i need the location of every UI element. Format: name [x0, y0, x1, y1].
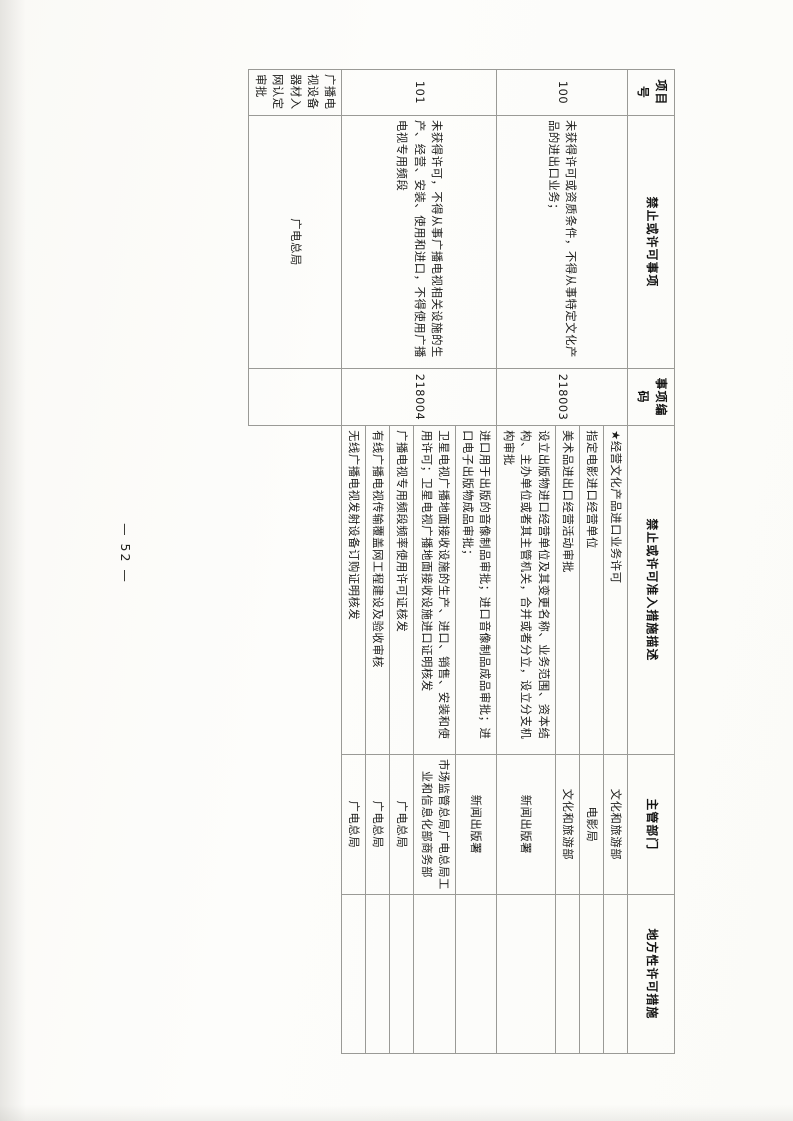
cell-local-measures [578, 894, 603, 1053]
measures-table-container: 项目号 禁止或许可事项 事项编码 禁止或许可准入措施描述 主管部门 地方性许可措… [248, 69, 675, 1054]
cell-ban-or-permit-item: 未获得许可或资质条件，不得从事特定文化产品的进出口业务； [496, 115, 627, 369]
cell-item-code: 218003 [496, 368, 627, 426]
cell-authority: 电影局 [578, 753, 603, 895]
cell-measure-description: 无线广播电视发射设备订购证明核发 [340, 425, 366, 754]
column-header-authority: 主管部门 [627, 753, 674, 895]
column-header-measure-description: 禁止或许可准入措施描述 [627, 425, 674, 754]
cell-measure-description: 有线广播电视传输覆盖网工程建设及验收审核 [365, 425, 390, 754]
cell-authority: 广电总局 [340, 753, 366, 895]
cell-local-measures [413, 894, 455, 1053]
scan-edge-shadow-bottom [0, 1105, 793, 1121]
cell-local-measures [365, 894, 390, 1053]
cell-local-measures [340, 894, 366, 1053]
cell-item-code: 218004 [340, 368, 497, 426]
column-header-ban-or-permit-item: 禁止或许可事项 [627, 115, 674, 369]
cell-local-measures [454, 894, 497, 1053]
table-row: 100 未获得许可或资质条件，不得从事特定文化产品的进出口业务； 218003 ★经营… [496, 69, 627, 1053]
table-row: 广播电视设备器材入网认定审批 广电总局 [248, 69, 341, 1053]
cell-measure-description: 进口用于出版的音像制品审批；进口音像制品成品审批；进口电子出版物成品审批； [454, 425, 497, 754]
cell-authority: 文化和旅游部 [554, 753, 579, 895]
cell-local-measures [554, 894, 579, 1053]
cell-measure-description: 指定电影进口经营单位 [578, 425, 603, 754]
column-header-item-no: 项目号 [627, 69, 674, 116]
cell-item-no: 101 [340, 69, 497, 116]
cell-measure-description: ★经营文化产品进口业务许可 [602, 425, 627, 754]
cell-measure-description: 广播电视专用频段频率使用许可证核发 [389, 425, 414, 754]
page-folio: — 52 — [117, 522, 133, 584]
cell-local-measures [248, 368, 341, 426]
cell-measure-description: 广播电视设备器材入网认定审批 [248, 69, 341, 116]
table-body: 100 未获得许可或资质条件，不得从事特定文化产品的进出口业务； 218003 ★经营… [248, 69, 627, 1053]
cell-local-measures [602, 894, 627, 1053]
table-header-row: 项目号 禁止或许可事项 事项编码 禁止或许可准入措施描述 主管部门 地方性许可措… [627, 69, 674, 1053]
table-row: 101 未获得许可，不得从事广播电视相关设施的生产、经营、安装、使用和进口，不得使… [340, 69, 497, 1053]
cell-measure-description: 美术品进出口经营活动审批 [554, 425, 579, 754]
cell-local-measures [496, 894, 555, 1053]
cell-measure-description: 卫星电视广播地面接收设施的生产、进口、销售、安装和使用许可；卫星电视广播地面接收… [413, 425, 455, 754]
cell-authority: 新闻出版署 [454, 753, 497, 895]
cell-authority: 广电总局 [389, 753, 414, 895]
cell-ban-or-permit-item: 未获得许可，不得从事广播电视相关设施的生产、经营、安装、使用和进口，不得使用广播… [340, 115, 497, 369]
rotated-page-stage: 项目号 禁止或许可事项 事项编码 禁止或许可准入措施描述 主管部门 地方性许可措… [101, 61, 693, 1061]
column-header-local-measures: 地方性许可措施 [627, 894, 674, 1053]
cell-measure-description: 设立出版物进口经营单位及其变更名称、业务范围、资本结构、主办单位或者其主管机关，… [496, 425, 555, 754]
negative-list-measures-table: 项目号 禁止或许可事项 事项编码 禁止或许可准入措施描述 主管部门 地方性许可措… [248, 69, 675, 1054]
cell-authority: 市场监管总局广电总局工业和信息化部商务部 [413, 753, 455, 895]
cell-item-no: 100 [496, 69, 627, 116]
cell-authority: 广电总局 [248, 115, 341, 369]
column-header-item-code: 事项编码 [627, 368, 674, 426]
scan-edge-shadow-left [0, 0, 26, 1121]
cell-authority: 新闻出版署 [496, 753, 555, 895]
cell-authority: 广电总局 [365, 753, 390, 895]
cell-authority: 文化和旅游部 [602, 753, 627, 895]
cell-local-measures [389, 894, 414, 1053]
